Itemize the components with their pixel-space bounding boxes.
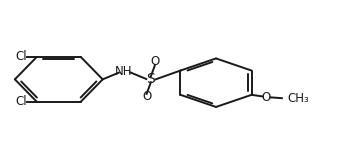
Text: Cl: Cl [15,50,27,63]
Text: NH: NH [115,65,132,78]
Text: CH₃: CH₃ [288,92,309,105]
Text: O: O [261,91,270,104]
Text: S: S [146,72,155,86]
Text: Cl: Cl [15,95,27,108]
Text: O: O [150,55,160,68]
Text: O: O [142,90,151,103]
